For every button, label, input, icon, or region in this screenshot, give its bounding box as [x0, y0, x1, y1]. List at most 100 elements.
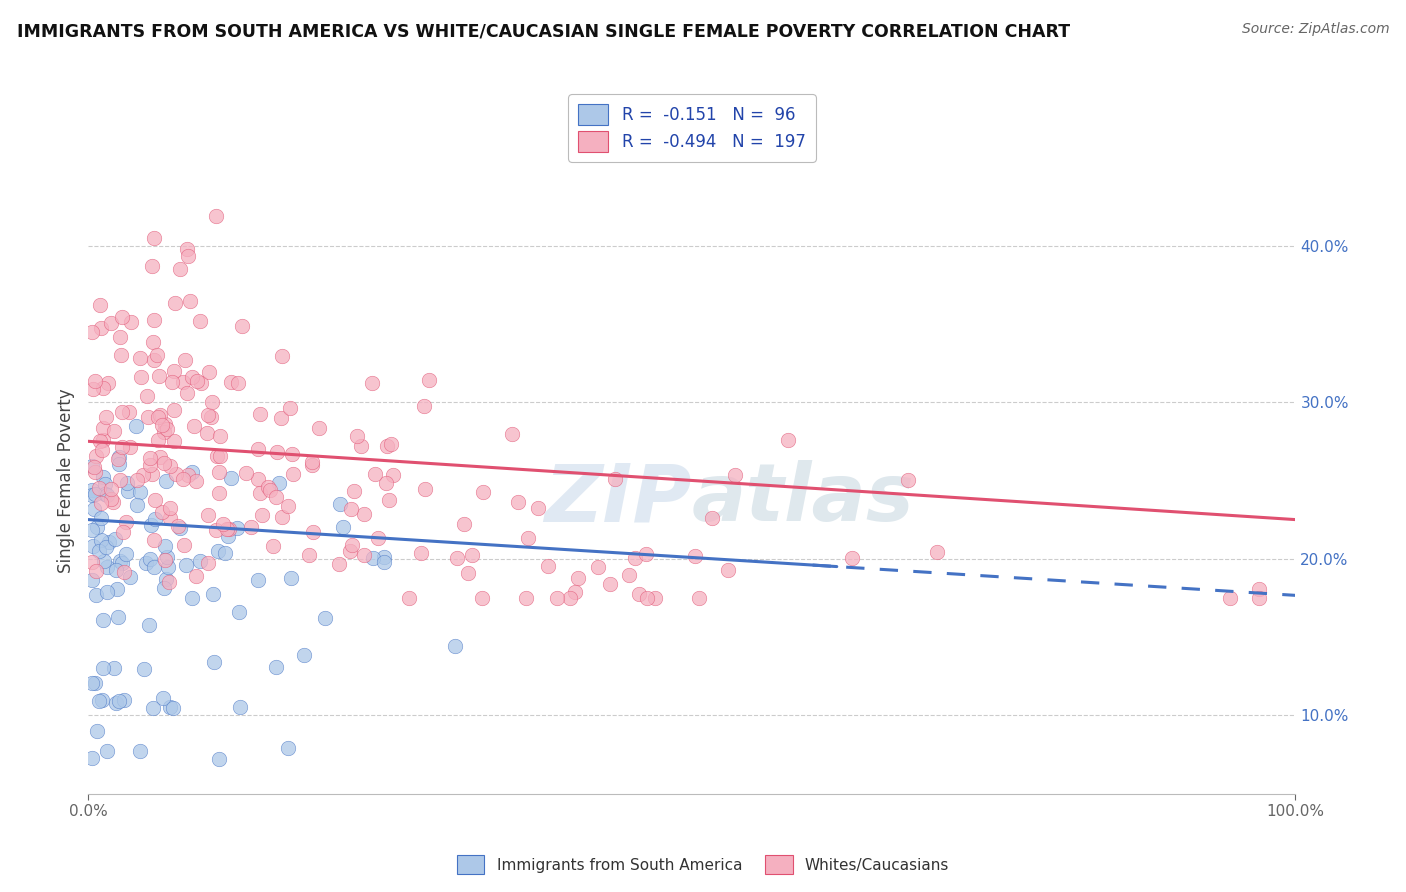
Point — [82, 523, 104, 537]
Point — [1249, 582, 1271, 596]
Point — [181, 465, 204, 479]
Point — [280, 570, 302, 584]
Point — [143, 560, 166, 574]
Point — [340, 538, 363, 552]
Point — [183, 418, 205, 433]
Point — [228, 605, 250, 619]
Point — [156, 422, 179, 436]
Point — [163, 364, 186, 378]
Point — [141, 517, 163, 532]
Point — [111, 440, 134, 454]
Point — [94, 540, 117, 554]
Point — [82, 382, 104, 396]
Point — [83, 501, 105, 516]
Point — [163, 295, 186, 310]
Point — [328, 558, 350, 572]
Point — [208, 449, 231, 463]
Point — [176, 386, 198, 401]
Point — [211, 517, 233, 532]
Point — [111, 556, 134, 570]
Point — [599, 577, 621, 591]
Point — [136, 410, 159, 425]
Point — [204, 523, 226, 537]
Point — [157, 574, 180, 589]
Point — [176, 243, 198, 257]
Point — [159, 459, 181, 474]
Point — [117, 484, 139, 499]
Point — [188, 314, 211, 328]
Point — [564, 585, 586, 599]
Point — [135, 389, 157, 403]
Point — [127, 498, 149, 512]
Point — [114, 547, 136, 561]
Point — [250, 508, 273, 522]
Point — [139, 450, 162, 465]
Point — [374, 476, 396, 491]
Point — [139, 552, 162, 566]
Point — [156, 550, 179, 565]
Point — [89, 434, 111, 448]
Point — [724, 467, 747, 482]
Point — [219, 471, 242, 485]
Point — [94, 477, 117, 491]
Point — [567, 571, 589, 585]
Point — [108, 457, 131, 471]
Legend: Immigrants from South America, Whites/Caucasians: Immigrants from South America, Whites/Ca… — [451, 849, 955, 880]
Point — [418, 373, 440, 387]
Point — [501, 427, 523, 442]
Point — [100, 482, 122, 496]
Point — [605, 472, 627, 486]
Point — [159, 500, 181, 515]
Point — [1219, 591, 1241, 605]
Point — [588, 559, 610, 574]
Point — [103, 424, 125, 438]
Point — [120, 440, 142, 454]
Point — [139, 458, 162, 472]
Point — [129, 744, 152, 758]
Point — [128, 485, 150, 500]
Point — [111, 310, 134, 324]
Point — [93, 433, 115, 447]
Point — [91, 381, 114, 395]
Point — [91, 661, 114, 675]
Point — [208, 752, 231, 766]
Point — [89, 543, 111, 558]
Point — [169, 521, 191, 535]
Point — [177, 467, 200, 482]
Point — [149, 409, 172, 423]
Point — [207, 544, 229, 558]
Point — [91, 692, 114, 706]
Point — [153, 456, 176, 470]
Point — [82, 539, 104, 553]
Point — [162, 701, 184, 715]
Point — [91, 420, 114, 434]
Point — [197, 557, 219, 571]
Point — [508, 495, 530, 509]
Point — [84, 588, 107, 602]
Point — [141, 259, 163, 273]
Point — [107, 609, 129, 624]
Point — [108, 554, 131, 568]
Point — [841, 550, 863, 565]
Point — [86, 723, 108, 738]
Point — [166, 518, 188, 533]
Point — [364, 467, 387, 482]
Point — [636, 591, 658, 605]
Point — [537, 558, 560, 573]
Point — [100, 316, 122, 330]
Point — [226, 521, 249, 535]
Point — [159, 700, 181, 714]
Point — [332, 520, 354, 534]
Point — [96, 409, 118, 424]
Point — [271, 349, 294, 363]
Point — [159, 511, 181, 525]
Point — [231, 318, 253, 333]
Point — [86, 520, 108, 534]
Point — [198, 365, 221, 379]
Point — [270, 509, 292, 524]
Point — [112, 565, 135, 579]
Point — [343, 484, 366, 499]
Point — [546, 591, 568, 605]
Point — [1249, 591, 1271, 605]
Point — [353, 549, 375, 563]
